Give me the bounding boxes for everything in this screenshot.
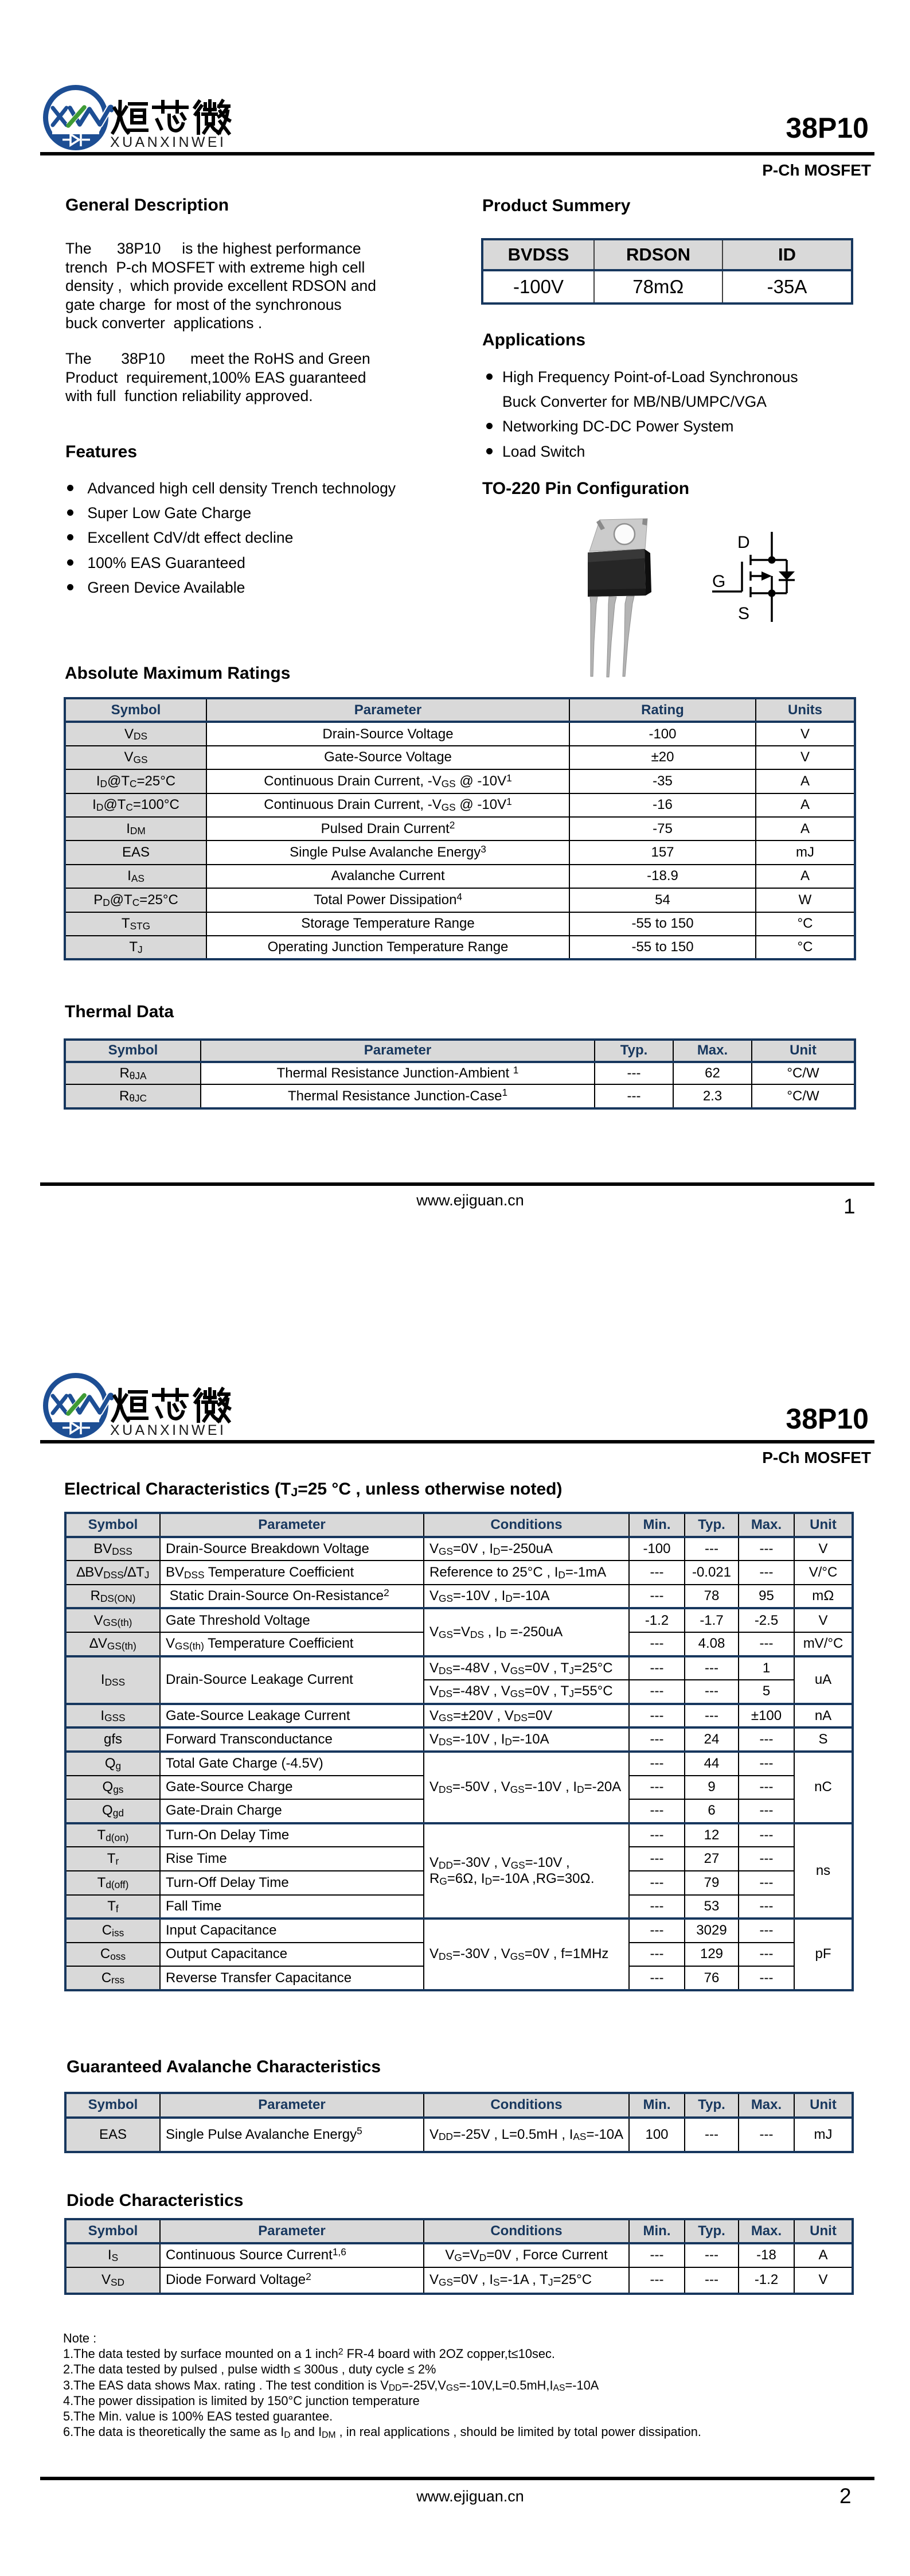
svg-text:XUANXINWEI: XUANXINWEI (110, 1422, 226, 1438)
svg-text:G: G (712, 572, 725, 591)
svg-text:S: S (738, 604, 749, 623)
svg-text:D: D (737, 533, 750, 552)
svg-text:XUANXINWEI: XUANXINWEI (110, 134, 226, 150)
